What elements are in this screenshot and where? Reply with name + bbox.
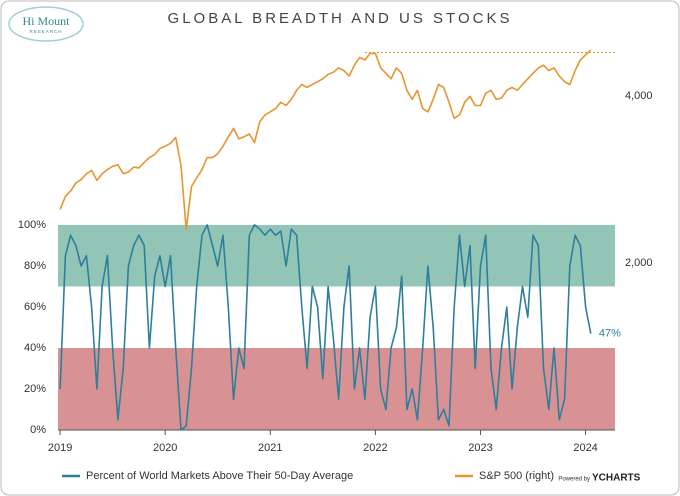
x-tick-label: 2020 [153, 442, 177, 454]
x-tick-label: 2021 [258, 442, 282, 454]
legend-label: Percent of World Markets Above Their 50-… [86, 470, 353, 482]
band [58, 224, 615, 287]
footer-brand: YCHARTS [592, 473, 641, 484]
legend-label: S&P 500 (right) [479, 470, 554, 482]
end-label: 47% [599, 328, 621, 340]
y2-tick-label: 2,000 [625, 257, 653, 269]
chart-title: GLOBAL BREADTH AND US STOCKS [168, 10, 513, 27]
band [58, 347, 615, 430]
y-tick-label: 40% [24, 342, 46, 354]
logo-subtitle: RESEARCH [29, 29, 62, 34]
footer-prefix: Powered by [558, 477, 590, 483]
logo-name: Hi Mount [22, 14, 70, 28]
y-tick-label: 100% [18, 219, 46, 231]
y-tick-label: 60% [24, 301, 46, 313]
series-line [59, 224, 592, 431]
y-tick-label: 80% [24, 260, 46, 272]
logo: Hi Mount RESEARCH [8, 6, 84, 42]
x-tick-label: 2023 [468, 442, 492, 454]
y-tick-label: 20% [24, 383, 46, 395]
series-line [59, 49, 592, 231]
logo-ring [8, 6, 84, 42]
x-tick-label: 2019 [48, 442, 72, 454]
y2-tick-label: 4,000 [625, 90, 653, 102]
plot: 0% 20% 40% 60% 80% 100% 2,000 4,000 2019 2020 2021… [18, 49, 653, 454]
x-tick-label: 2022 [363, 442, 387, 454]
y-tick-label: 0% [30, 424, 46, 436]
x-tick-label: 2024 [573, 442, 597, 454]
